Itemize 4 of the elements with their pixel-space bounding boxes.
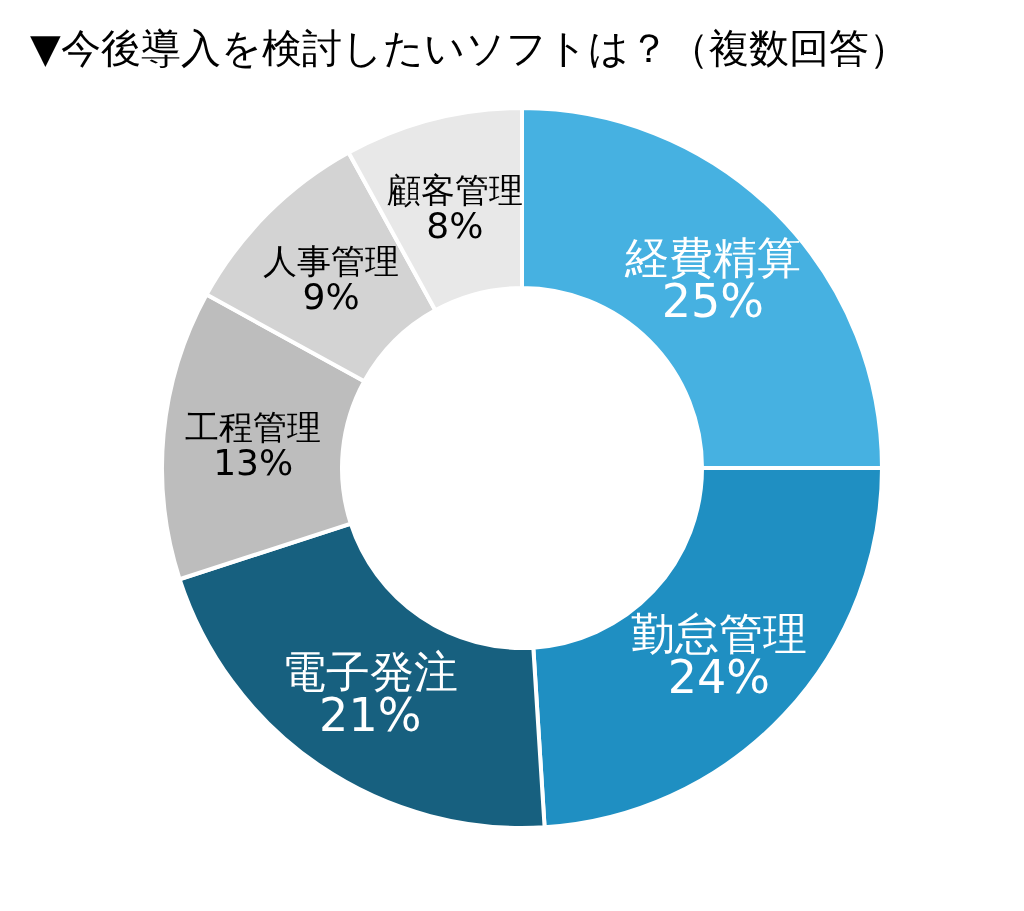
slice-label: 工程管理 [185, 406, 322, 447]
chart-title: ▼今後導入を検討したいソフトは？（複数回答） [30, 25, 909, 71]
slice-label: 人事管理 [263, 241, 400, 282]
slice-label: 顧客管理 [386, 170, 523, 211]
